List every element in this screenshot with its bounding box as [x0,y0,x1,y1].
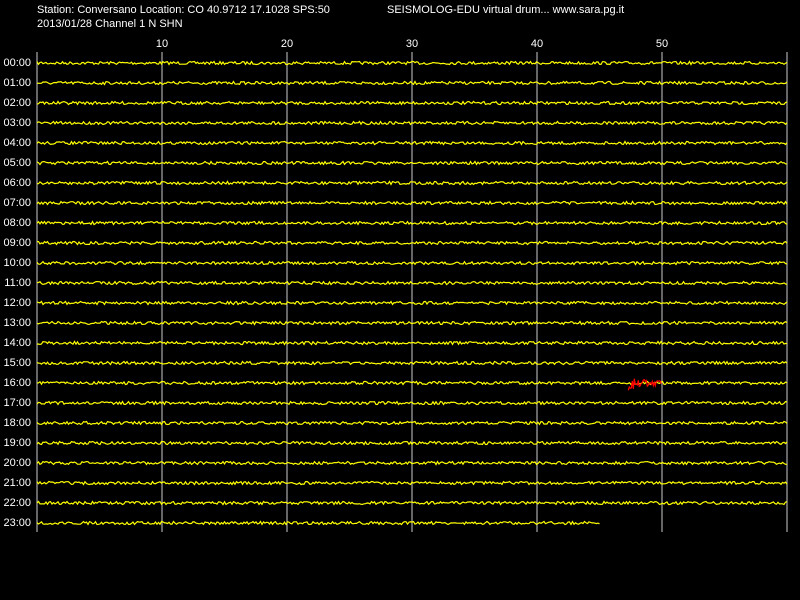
date-channel: 2013/01/28 Channel 1 N SHN [37,18,183,30]
row-label: 11:00 [4,277,31,289]
x-tick-label: 40 [531,38,543,50]
row-label: 22:00 [3,497,31,509]
trace [36,320,788,326]
trace [36,60,788,66]
x-tick-label: 50 [656,38,668,50]
trace [36,480,788,486]
trace [36,500,788,506]
row-label: 17:00 [3,397,31,409]
row-label: 21:00 [3,477,31,489]
trace [36,520,600,526]
trace [36,340,788,346]
x-tick-label: 30 [406,38,418,50]
trace [36,440,788,446]
row-label: 08:00 [3,217,31,229]
row-label: 12:00 [3,297,31,309]
trace [36,420,788,426]
trace [36,360,788,366]
x-tick-label: 10 [156,38,168,50]
trace [36,460,787,466]
row-label: 20:00 [3,457,31,469]
row-label: 02:00 [3,97,31,109]
trace [36,380,788,386]
trace [36,200,788,206]
trace [36,120,788,126]
row-label: 18:00 [3,417,31,429]
x-tick-label: 20 [281,38,293,50]
trace [36,140,788,146]
row-label: 23:00 [3,517,31,529]
trace [36,400,788,406]
station-info: Station: Conversano Location: CO 40.9712… [37,4,330,16]
row-label: 01:00 [3,77,31,89]
row-label: 14:00 [3,337,31,349]
event-trace [627,378,662,391]
row-label: 13:00 [3,317,31,329]
trace [36,220,788,226]
row-label: 00:00 [3,57,31,69]
program-title: SEISMOLOG-EDU virtual drum... www.sara.p… [387,4,624,16]
trace [36,260,788,266]
row-label: 15:00 [3,357,31,369]
row-label: 19:00 [3,437,31,449]
trace [36,80,788,86]
trace [36,100,788,106]
trace [36,280,788,286]
row-label: 10:00 [3,257,31,269]
trace [36,160,788,166]
trace [37,240,788,246]
trace [36,300,788,306]
row-label: 06:00 [3,177,31,189]
row-label: 03:00 [3,117,31,129]
row-label: 05:00 [3,157,31,169]
trace [37,180,788,186]
row-label: 04:00 [3,137,31,149]
row-label: 16:00 [3,377,31,389]
row-label: 09:00 [3,237,31,249]
row-label: 07:00 [3,197,31,209]
